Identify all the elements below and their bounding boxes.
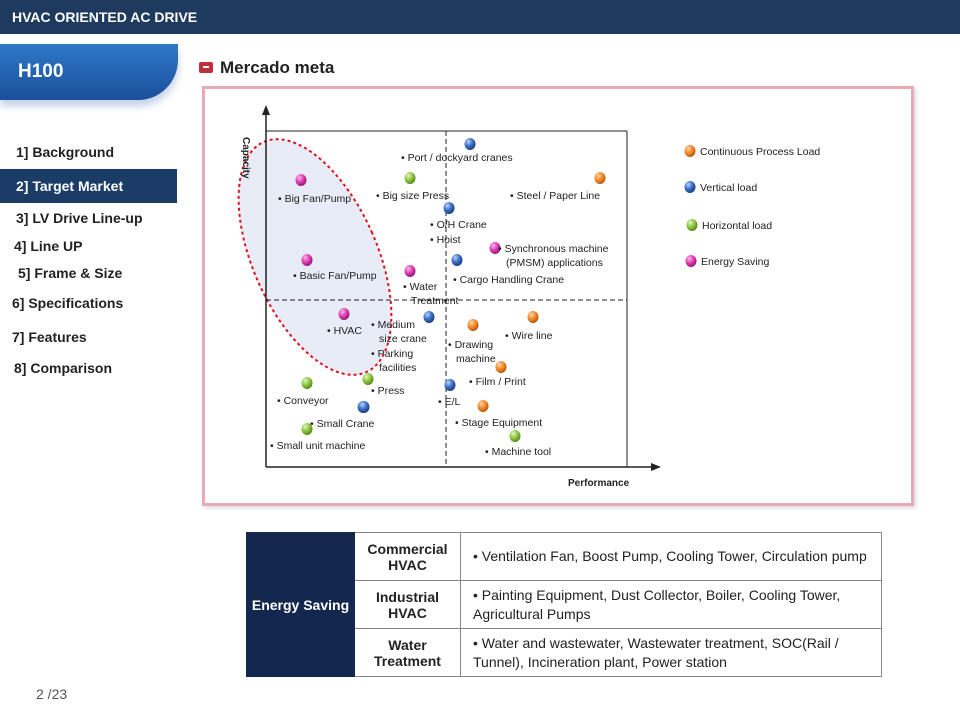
- table-row: Energy Saving Commercial HVAC • Ventilat…: [246, 532, 882, 677]
- segment-name-cell: Water Treatment: [354, 628, 461, 677]
- segment-items-cell: • Ventilation Fan, Boost Pump, Cooling T…: [460, 532, 882, 581]
- point-marker: [301, 254, 313, 266]
- segment-group-cell: Energy Saving: [246, 532, 355, 677]
- legend-label: Continuous Process Load: [700, 146, 820, 158]
- segment-items-cell: • Water and wastewater, Wastewater treat…: [460, 628, 882, 677]
- point-marker: [295, 174, 307, 186]
- nav-item-lv-drive-lineup[interactable]: 3] LV Drive Line-up: [16, 210, 143, 226]
- point-label: • Drawing machine: [448, 339, 496, 365]
- point-label: • Medium size crane: [371, 319, 427, 345]
- point-marker: [404, 172, 416, 184]
- point-marker: [301, 377, 313, 389]
- segment-name-cell: Industrial HVAC: [354, 580, 461, 629]
- header-title: HVAC ORIENTED AC DRIVE: [12, 9, 198, 25]
- legend-label: Horizontal load: [702, 220, 772, 232]
- y-axis-label: Capacity: [240, 137, 251, 179]
- section-title: Mercado meta: [220, 58, 335, 77]
- legend-marker: [685, 255, 697, 267]
- point-label: • Basic Fan/Pump: [293, 270, 377, 282]
- nav-item-frame-size[interactable]: 5] Frame & Size: [18, 265, 123, 281]
- table-row: Industrial HVAC • Painting Equipment, Du…: [247, 580, 882, 629]
- legend-marker: [684, 145, 696, 157]
- point-label: • Small Crane: [310, 418, 375, 430]
- energy-saving-ellipse: [237, 138, 393, 376]
- point-label: • Big Fan/Pump: [278, 193, 351, 205]
- nav-item-background[interactable]: 1] Background: [16, 144, 115, 160]
- point-marker: [451, 254, 463, 266]
- nav-item-specifications[interactable]: 6] Specifications: [12, 295, 124, 311]
- legend-marker: [684, 181, 696, 193]
- nav-item-features[interactable]: 7] Features: [12, 329, 87, 345]
- x-axis-label: Performance: [568, 478, 630, 489]
- point-label: • Big size Press: [376, 190, 449, 202]
- point-label: • Port / dockyard cranes: [401, 152, 513, 164]
- y-axis-arrow: [262, 105, 270, 115]
- point-label: • O/H Crane: [430, 219, 487, 231]
- point-marker: [467, 319, 479, 331]
- scatter-chart: Capacity Performance • Port / dockyard c…: [237, 105, 820, 489]
- point-label: • E/L: [438, 396, 461, 408]
- point-label: • HVAC: [327, 325, 362, 337]
- header-bar: HVAC ORIENTED AC DRIVE: [0, 0, 960, 34]
- point-marker: [464, 138, 476, 150]
- point-label: • Press: [371, 385, 404, 397]
- segments-table: Energy Saving Commercial HVAC • Ventilat…: [246, 532, 882, 677]
- point-label: • Cargo Handling Crane: [453, 274, 564, 286]
- point-label: • Conveyor: [277, 395, 329, 407]
- segment-items-cell: • Painting Equipment, Dust Collector, Bo…: [460, 580, 882, 629]
- point-marker: [444, 379, 456, 391]
- point-label: • Machine tool: [485, 446, 551, 458]
- point-marker: [423, 311, 435, 323]
- point-label: • Stage Equipment: [455, 417, 542, 429]
- nav-item-comparison[interactable]: 8] Comparison: [14, 360, 113, 376]
- product-tab: H100: [0, 44, 178, 100]
- point-marker: [509, 430, 521, 442]
- point-label: • Synchronous machine (PMSM) applications: [498, 243, 609, 269]
- point-label: • Parking facilities: [371, 348, 416, 374]
- section-bullet-icon: [199, 62, 213, 73]
- target-market-chart: Capacity Performance • Port / dockyard c…: [202, 86, 914, 506]
- point-label: • Small unit machine: [270, 440, 365, 452]
- point-label: • Hoist: [430, 234, 461, 246]
- point-marker: [594, 172, 606, 184]
- point-marker: [338, 308, 350, 320]
- point-marker: [301, 423, 313, 435]
- points-layer: • Port / dockyard cranes • Big size Press…: [270, 138, 609, 458]
- nav-item-target-market[interactable]: 2] Target Market: [0, 169, 177, 203]
- nav-item-line-up[interactable]: 4] Line UP: [14, 238, 83, 254]
- page-number: 2 /23: [36, 686, 68, 702]
- legend-marker: [686, 219, 698, 231]
- point-marker: [362, 373, 374, 385]
- legend-label: Vertical load: [700, 182, 757, 194]
- x-axis-arrow: [651, 463, 661, 471]
- chart-legend: Continuous Process Load Vertical load Hori…: [684, 145, 820, 268]
- legend-label: Energy Saving: [701, 256, 769, 268]
- point-label: • Steel / Paper Line: [510, 190, 600, 202]
- point-marker: [489, 242, 501, 254]
- point-marker: [404, 265, 416, 277]
- table-row: Water Treatment • Water and wastewater, …: [247, 628, 882, 677]
- point-label: • Water Treatment: [403, 281, 459, 307]
- point-label: • Film / Print: [469, 376, 526, 388]
- point-marker: [477, 400, 489, 412]
- point-marker: [527, 311, 539, 323]
- point-marker: [358, 401, 370, 413]
- point-marker: [443, 202, 455, 214]
- segment-name-cell: Commercial HVAC: [354, 532, 461, 581]
- point-label: • Wire line: [505, 330, 553, 342]
- point-marker: [495, 361, 507, 373]
